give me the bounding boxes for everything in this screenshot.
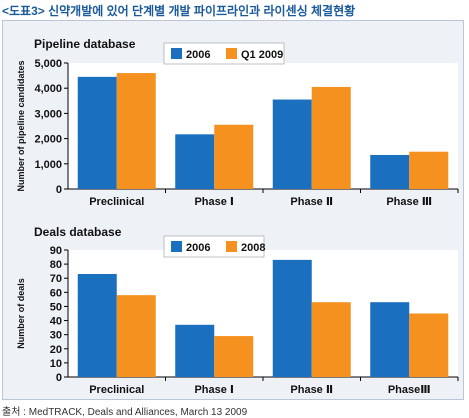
y-axis-label-0: Number of pipeline candidates (16, 60, 26, 191)
y-tick-label-1-6: 60 (50, 287, 62, 299)
legend-swatch-1-1 (226, 241, 237, 252)
bar-0-1-2 (311, 86, 351, 189)
bar-1-0-3 (370, 302, 410, 377)
legend-label-0-0: 2006 (186, 49, 210, 61)
chart-title-1: Deals database (34, 225, 122, 239)
legend-label-0-1: Q1 2009 (241, 49, 283, 61)
legend-box-1 (163, 235, 265, 258)
bar-0-1-0 (116, 73, 156, 189)
x-tick-label-0-2: Phase Ⅱ (290, 196, 333, 208)
bar-1-0-0 (77, 273, 117, 377)
y-tick-label-1-7: 70 (50, 273, 62, 285)
page-title: <도표3> 신약개발에 있어 단계별 개발 파이프라인과 라이센싱 체결현황 (2, 4, 356, 18)
y-tick-label-1-0: 0 (56, 372, 62, 384)
y-tick-label-1-3: 30 (50, 330, 62, 342)
bar-1-0-2 (272, 259, 312, 377)
y-tick-label-1-9: 90 (50, 245, 62, 257)
bar-1-1-1 (214, 336, 254, 377)
x-tick-label-1-1: Phase Ⅰ (194, 384, 234, 396)
y-tick-label-0-1: 1,000 (34, 159, 62, 171)
bar-0-0-0 (77, 76, 117, 189)
y-tick-label-0-0: 0 (56, 184, 62, 196)
x-tick-label-0-1: Phase Ⅰ (194, 196, 234, 208)
bar-0-1-3 (409, 151, 449, 189)
bar-1-1-3 (409, 313, 449, 377)
y-tick-label-1-2: 20 (50, 344, 62, 356)
legend-swatch-0-1 (226, 48, 237, 59)
x-tick-label-0-0: Preclinical (89, 196, 144, 208)
bar-1-1-2 (311, 302, 351, 377)
bar-0-0-3 (370, 154, 410, 189)
legend-label-1-0: 2006 (186, 242, 210, 254)
chart-title-0: Pipeline database (34, 37, 136, 51)
x-tick-label-0-3: Phase Ⅲ (386, 196, 432, 208)
legend-box-0 (163, 42, 285, 65)
bar-0-1-1 (214, 124, 254, 189)
bar-0-0-2 (272, 99, 312, 189)
y-tick-label-0-3: 3,000 (34, 108, 62, 120)
bar-1-0-1 (175, 324, 215, 377)
legend-swatch-1-0 (171, 241, 182, 252)
bar-1-1-0 (116, 295, 156, 377)
legend-label-1-1: 2008 (241, 242, 265, 254)
x-tick-label-1-2: Phase Ⅱ (290, 384, 333, 396)
x-tick-label-1-3: PhaseⅢ (388, 384, 431, 396)
y-tick-label-0-2: 2,000 (34, 134, 62, 146)
y-tick-label-0-4: 4,000 (34, 83, 62, 95)
bar-0-0-1 (175, 134, 215, 189)
y-tick-label-1-4: 40 (50, 316, 62, 328)
source-note: 출처 : MedTRACK, Deals and Alliances, Marc… (2, 407, 248, 418)
x-tick-label-1-0: Preclinical (89, 384, 144, 396)
y-tick-label-1-8: 80 (50, 259, 62, 271)
y-tick-label-1-1: 10 (50, 358, 62, 370)
y-axis-label-1: Number of deals (16, 278, 26, 349)
legend-swatch-0-0 (171, 48, 182, 59)
y-tick-label-0-5: 5,000 (34, 58, 62, 70)
y-tick-label-1-5: 50 (50, 301, 62, 313)
